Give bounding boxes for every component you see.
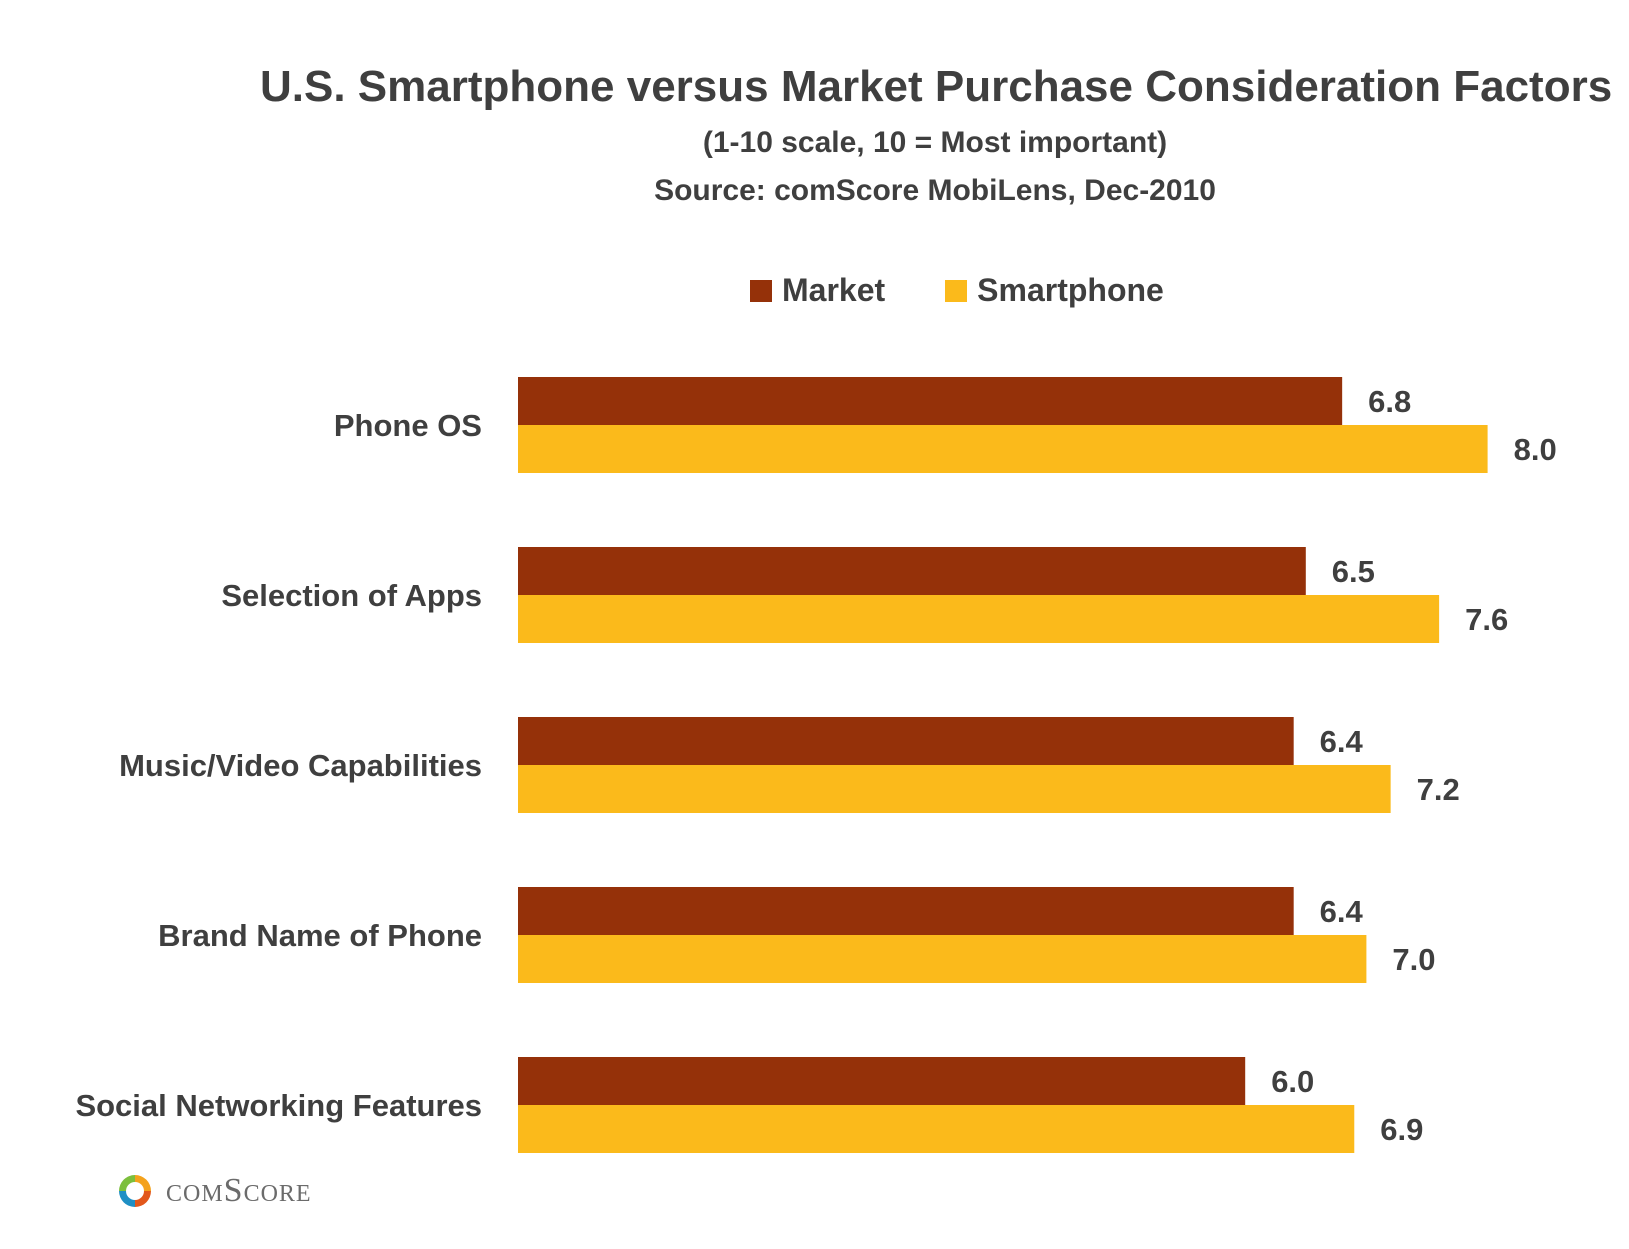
legend-swatch-market <box>750 279 772 302</box>
bar-smartphone <box>518 1105 1355 1153</box>
value-label-market: 6.5 <box>1332 554 1375 589</box>
bar-group-4: Social Networking Features 6.0 6.9 <box>75 1057 1423 1153</box>
value-label-smartphone: 7.6 <box>1465 602 1508 637</box>
chart-legend: Market Smartphone <box>750 272 1224 309</box>
value-label-market: 6.4 <box>1320 724 1364 759</box>
value-label-smartphone: 7.0 <box>1392 942 1435 977</box>
value-label-smartphone: 7.2 <box>1417 772 1460 807</box>
legend-item-smartphone: Smartphone <box>945 272 1164 309</box>
bar-market <box>518 887 1294 935</box>
category-label: Selection of Apps <box>221 578 482 613</box>
legend-item-market: Market <box>750 272 885 309</box>
value-label-smartphone: 8.0 <box>1514 432 1557 467</box>
chart-subtitle-source: Source: comScore MobiLens, Dec-2010 <box>654 174 1216 207</box>
category-label: Music/Video Capabilities <box>119 748 482 783</box>
comscore-logo-icon <box>119 1175 151 1207</box>
bar-market <box>518 547 1306 595</box>
bar-smartphone <box>518 425 1488 473</box>
chart-title: U.S. Smartphone versus Market Purchase C… <box>260 62 1613 111</box>
category-label: Brand Name of Phone <box>158 918 482 953</box>
bar-smartphone <box>518 595 1440 643</box>
value-label-market: 6.8 <box>1368 384 1411 419</box>
bar-group-1: Selection of Apps 6.5 7.6 <box>221 547 1508 643</box>
legend-label-market: Market <box>782 272 886 308</box>
bar-smartphone <box>518 935 1367 983</box>
legend-swatch-smartphone <box>945 279 968 302</box>
legend-label-smartphone: Smartphone <box>977 272 1164 308</box>
comscore-logo: comScore <box>116 1172 312 1210</box>
chart-subtitle-scale: (1-10 scale, 10 = Most important) <box>702 126 1168 159</box>
category-label: Social Networking Features <box>75 1088 482 1123</box>
category-label: Phone OS <box>334 408 482 443</box>
value-label-smartphone: 6.9 <box>1380 1112 1423 1147</box>
comscore-logo-text: comScore <box>166 1172 312 1209</box>
bar-group-0: Phone OS 6.8 8.0 <box>334 377 1557 473</box>
bar-market <box>518 717 1294 765</box>
bar-smartphone <box>518 765 1391 813</box>
value-label-market: 6.4 <box>1320 894 1364 929</box>
value-label-market: 6.0 <box>1271 1064 1314 1099</box>
bar-group-3: Brand Name of Phone 6.4 7.0 <box>158 887 1436 983</box>
bar-group-2: Music/Video Capabilities 6.4 7.2 <box>119 717 1460 813</box>
bar-market <box>518 1057 1246 1105</box>
bar-market <box>518 377 1343 425</box>
